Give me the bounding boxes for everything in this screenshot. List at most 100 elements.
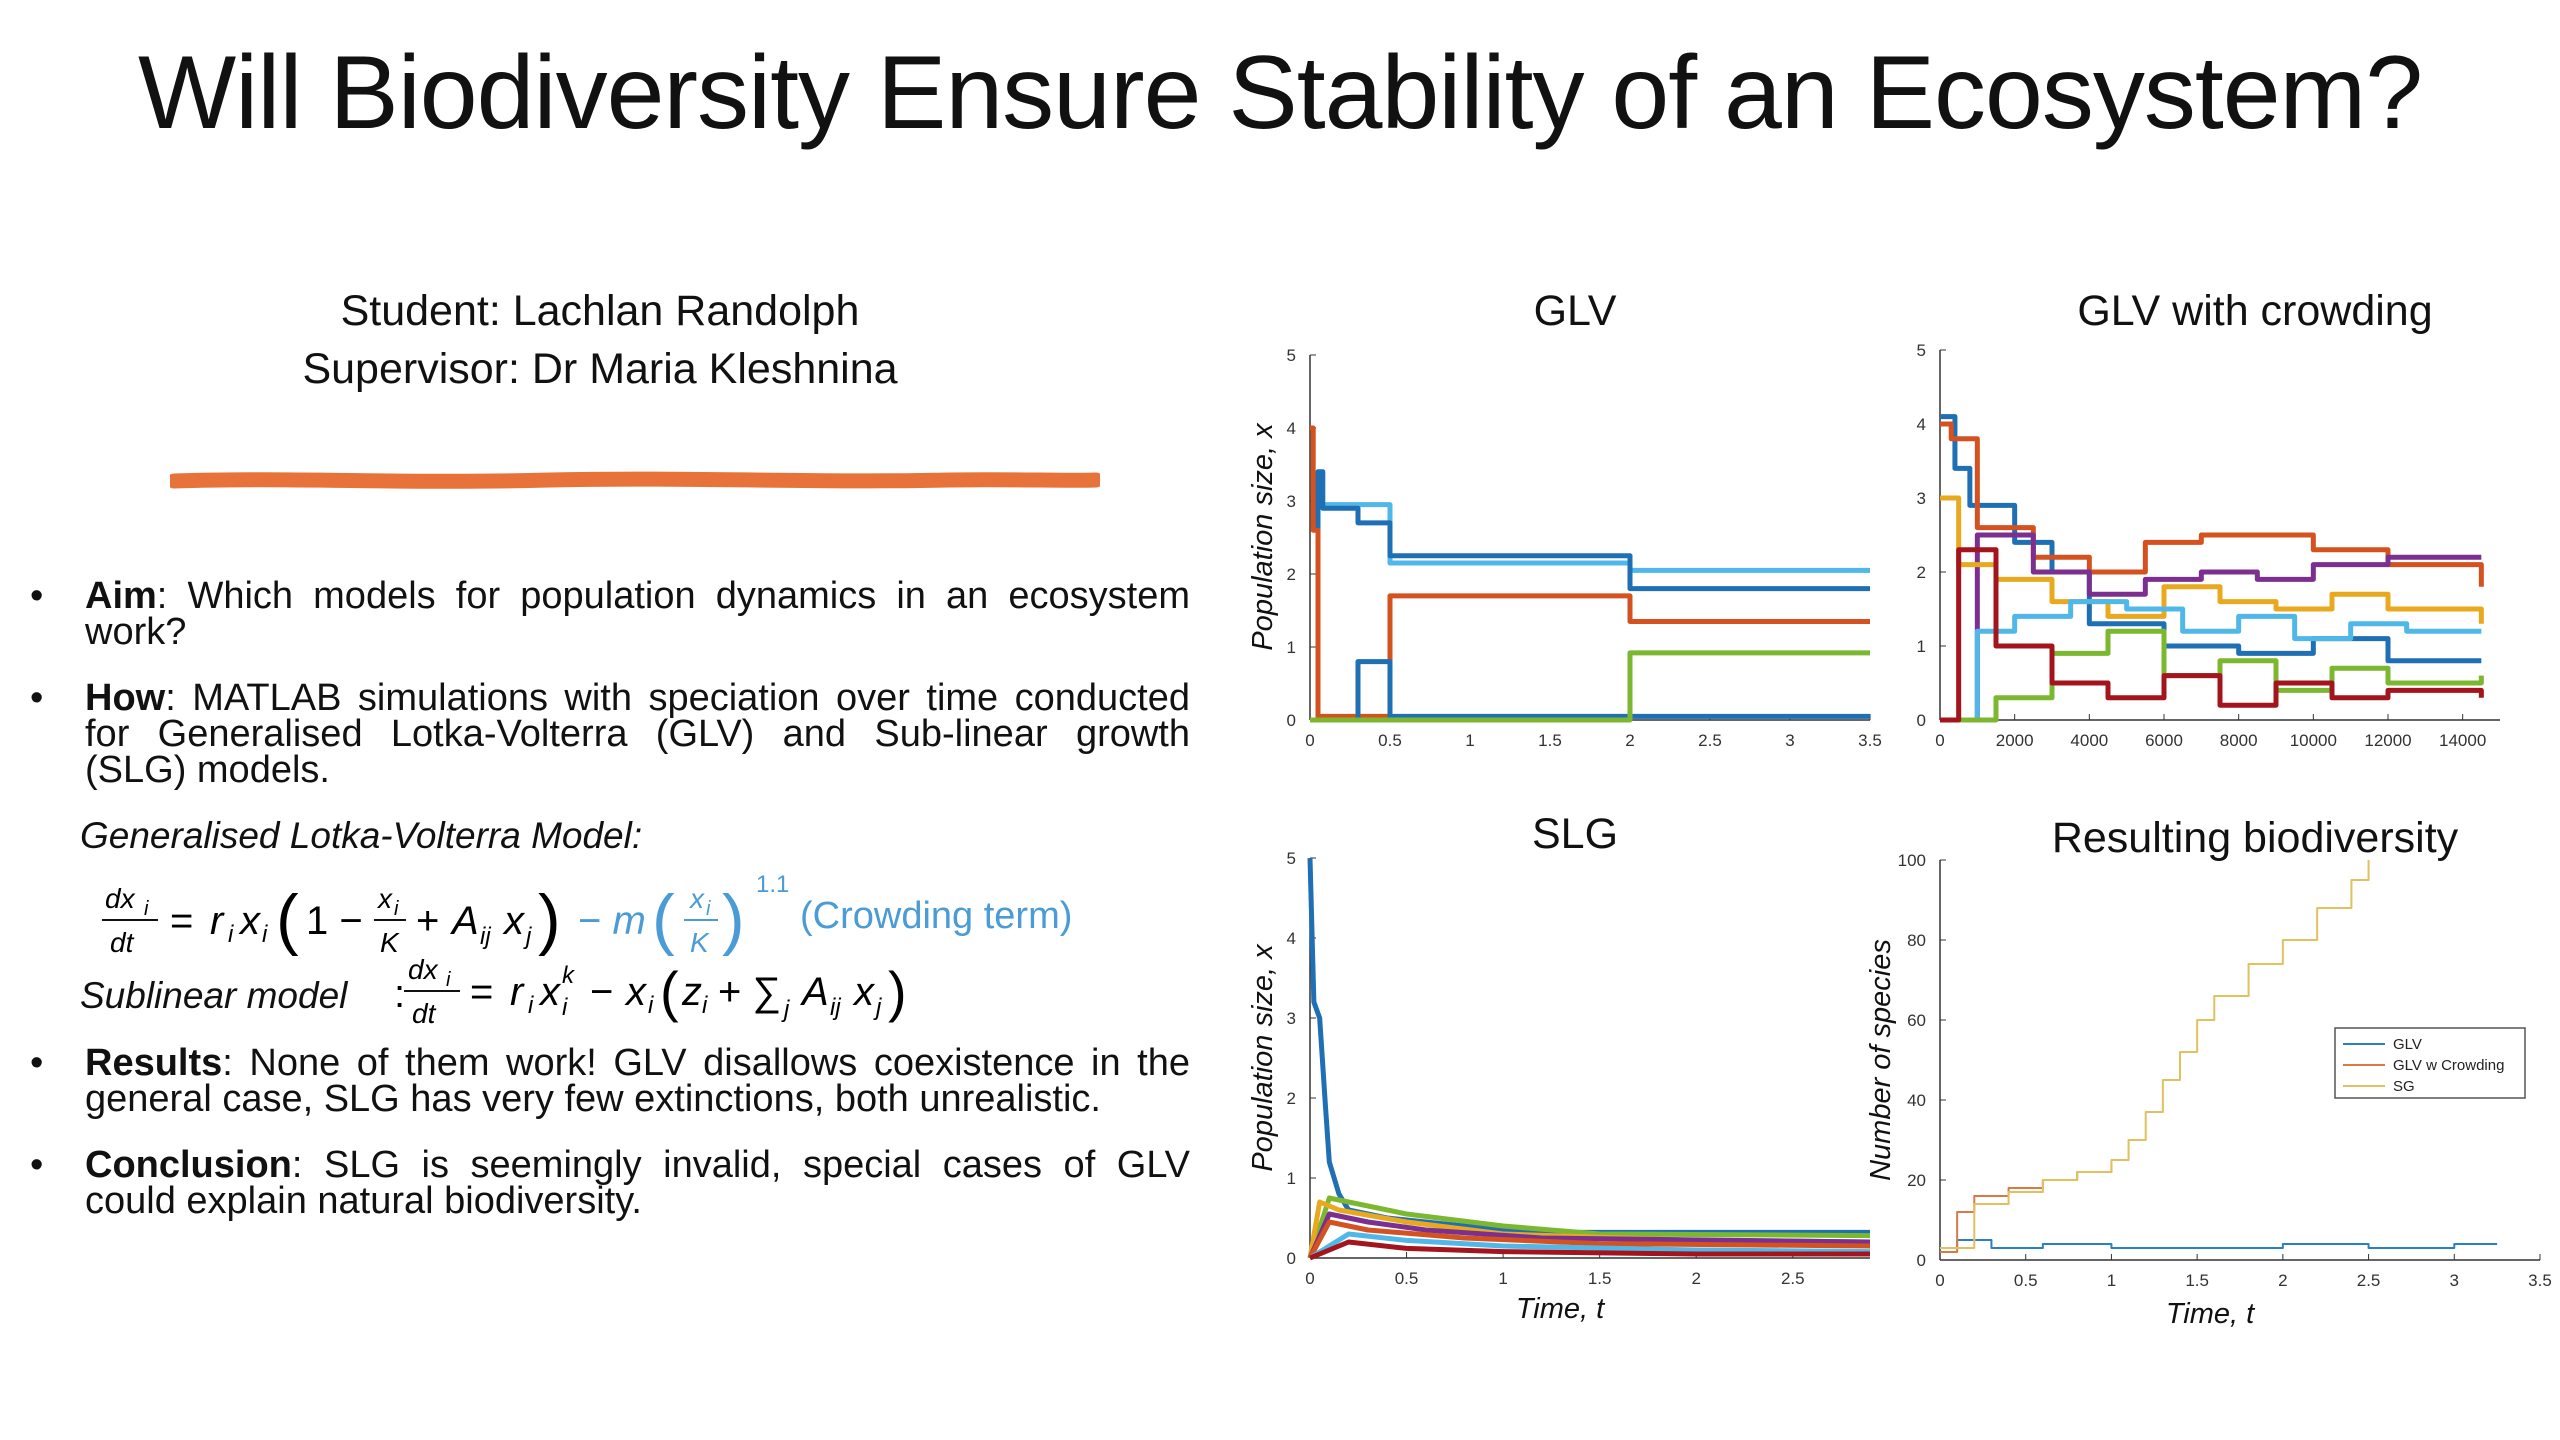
chart-2: GLV with crowding 0 2000 4000 6000 8000 10000 1…: [1917, 287, 2500, 750]
svg-text:): ): [888, 960, 907, 1023]
svg-text:x: x: [376, 883, 393, 914]
legend-box: [2334, 1027, 2526, 1099]
slide-title: Will Biodiversity Ensure Stability of an…: [137, 35, 2423, 151]
supervisor-name: Supervisor: Dr Maria Kleshnina: [302, 345, 898, 393]
chart-title: GLV with crowding: [2077, 287, 2432, 335]
y-tick-label: 4: [1287, 419, 1296, 438]
bullet-list-2: • Results: None of them work! GLV disallo…: [30, 1042, 1190, 1249]
chart-title: GLV: [1534, 287, 1617, 335]
x-tick-label: 4000: [2070, 731, 2108, 750]
y-tick-label: 80: [1907, 931, 1926, 950]
y-tick-label: 20: [1907, 1171, 1926, 1190]
series-line: [1940, 547, 2484, 723]
svg-text:K: K: [690, 927, 710, 958]
x-tick-label: 1.5: [1538, 731, 1562, 750]
x-tick-label: 0.5: [1395, 1269, 1419, 1288]
y-tick-label: 1: [1917, 637, 1926, 656]
how-label: How: [85, 677, 166, 719]
y-tick-label: 40: [1907, 1091, 1926, 1110]
svg-text:x: x: [624, 970, 648, 1014]
bullet-list: • Aim: Which models for population dynami…: [30, 575, 1190, 818]
svg-text:r: r: [510, 970, 525, 1014]
x-tick-label: 1: [1498, 1269, 1507, 1288]
svg-text:−: −: [590, 970, 613, 1014]
x-tick-label: 12000: [2364, 731, 2411, 750]
x-axis-label: Time, t: [2166, 1298, 2256, 1330]
x-tick-label: 10000: [2290, 731, 2337, 750]
sublinear-model-label: Sublinear model: [80, 975, 348, 1016]
x-tick-label: 1.5: [1588, 1269, 1612, 1288]
x-tick-label: 3.5: [1858, 731, 1882, 750]
series-line: [1310, 469, 1870, 723]
x-tick-label: 2: [2278, 1271, 2287, 1290]
chart-4: Resulting biodiversity 0 0.5 1 1.5 2 2.5 3 3.5 0 2…: [1865, 814, 2552, 1330]
svg-text:j: j: [523, 923, 532, 950]
svg-text:j: j: [781, 996, 790, 1023]
svg-text:dx: dx: [408, 954, 439, 985]
chart-title: SLG: [1532, 810, 1618, 858]
svg-text:z: z: [681, 970, 702, 1014]
author-block: Student: Lachlan Randolph Supervisor: Dr…: [160, 282, 1040, 398]
series-line: [1307, 1199, 1871, 1259]
svg-text:A: A: [450, 899, 479, 943]
series-line: [1940, 1239, 2498, 1249]
x-tick-label: 2.5: [1698, 731, 1722, 750]
how-text: : MATLAB simulations with speciation ove…: [85, 677, 1190, 791]
x-tick-label: 6000: [2145, 731, 2183, 750]
legend-label: SG: [2393, 1078, 2415, 1095]
series-line: [1940, 860, 2370, 1249]
svg-text:i: i: [446, 969, 451, 991]
x-tick-label: 0.5: [2014, 1271, 2038, 1290]
conclusion-label: Conclusion: [85, 1144, 292, 1186]
x-tick-label: 3: [2450, 1271, 2459, 1290]
svg-text:− m: − m: [578, 899, 646, 943]
series-line: [1940, 599, 2482, 723]
y-tick-label: 5: [1287, 346, 1296, 365]
series-line: [1310, 502, 1870, 723]
x-tick-label: 8000: [2220, 731, 2258, 750]
y-tick-label: 60: [1907, 1011, 1926, 1030]
svg-text:(: (: [660, 960, 679, 1023]
crowding-exponent: 1.1: [756, 871, 789, 898]
svg-text:i: i: [706, 898, 711, 920]
y-tick-label: 5: [1917, 341, 1926, 360]
series-line: [1307, 857, 1870, 1235]
bullet-aim: • Aim: Which models for population dynami…: [30, 575, 1190, 653]
results-text: : None of them work! GLV disallows coexi…: [85, 1042, 1190, 1120]
crowding-term-label: (Crowding term): [800, 895, 1073, 937]
series-line: [1307, 1195, 1871, 1259]
y-tick-label: 4: [1287, 929, 1296, 948]
series-line: [1940, 1164, 2113, 1253]
svg-text:i: i: [144, 898, 149, 920]
student-name: Student: Lachlan Randolph: [340, 287, 860, 335]
conclusion-text: : SLG is seemingly invalid, special case…: [85, 1144, 1190, 1222]
chart-1: GLV 0 0.5 1 1.5 2 2.5 3 3.5 0 1 2 3 4 5 Population size…: [1247, 287, 1882, 750]
svg-text:x: x: [238, 899, 262, 943]
svg-text:i: i: [562, 994, 568, 1021]
bullet-conclusion: • Conclusion: SLG is seemingly invalid, s…: [30, 1144, 1190, 1222]
y-tick-label: 0: [1287, 711, 1296, 730]
svg-text:=: =: [470, 970, 493, 1014]
y-axis-label: Population size, x: [1247, 943, 1279, 1172]
x-tick-label: 2: [1691, 1269, 1700, 1288]
svg-text:i: i: [702, 992, 708, 1019]
x-tick-label: 1: [1465, 731, 1474, 750]
svg-text:(: (: [276, 881, 299, 957]
x-tick-label: 1.5: [2185, 1271, 2209, 1290]
y-tick-label: 1: [1287, 638, 1296, 657]
svg-text:+: +: [416, 899, 439, 943]
y-tick-label: 4: [1917, 415, 1926, 434]
svg-text:x: x: [538, 970, 562, 1014]
results-label: Results: [85, 1042, 223, 1084]
svg-text:+ ∑: + ∑: [718, 970, 781, 1014]
x-tick-label: 2.5: [1781, 1269, 1805, 1288]
y-axis-label: Population size, x: [1247, 422, 1279, 651]
y-tick-label: 3: [1287, 492, 1296, 511]
x-tick-label: 14000: [2439, 731, 2486, 750]
y-tick-label: 3: [1917, 489, 1926, 508]
series-line: [1310, 425, 1870, 719]
svg-text:r: r: [210, 899, 225, 943]
y-tick-label: 0: [1917, 1251, 1926, 1270]
x-tick-label: 0: [1305, 1269, 1314, 1288]
